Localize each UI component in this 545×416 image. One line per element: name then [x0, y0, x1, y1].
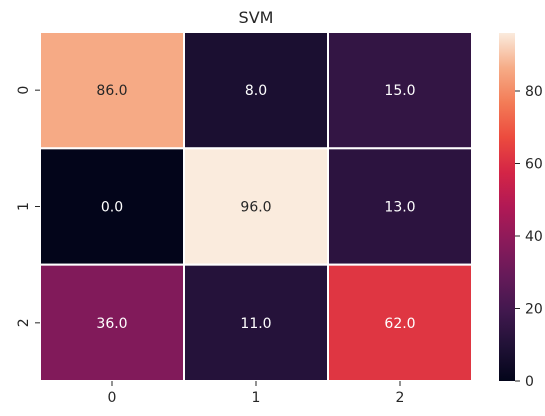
cell-value-label: 15.0	[384, 83, 415, 99]
colorbar-ticks: 0 20 40 60 80	[515, 84, 543, 390]
colorbar	[499, 33, 515, 381]
y-tick-label: 0	[16, 86, 32, 95]
cell-value-label: 96.0	[240, 200, 271, 216]
heatmap-cell	[327, 31, 473, 150]
x-tick-label: 1	[252, 390, 261, 406]
x-axis: 0 1 2	[108, 381, 405, 406]
cell-value-label: 8.0	[245, 83, 267, 99]
x-tick-label: 2	[396, 390, 405, 406]
colorbar-tick-label: 40	[525, 229, 543, 245]
colorbar-tick-label: 0	[525, 374, 534, 390]
heatmap-cell	[39, 31, 185, 150]
y-tick-label: 2	[16, 318, 32, 327]
cell-value-label: 62.0	[384, 316, 415, 332]
y-axis: 0 1 2	[16, 86, 40, 327]
chart-title: SVM	[239, 8, 274, 27]
cell-value-label: 86.0	[96, 83, 127, 99]
x-tick-label: 0	[108, 390, 117, 406]
cell-value-labels: 86.0 8.0 15.0 0.0 96.0 13.0 36.0 11.0 62.0	[96, 83, 415, 332]
colorbar-tick-label: 20	[525, 302, 543, 318]
heatmap-cell	[183, 263, 329, 382]
heatmap-cell	[183, 31, 329, 150]
heatmap-cells	[39, 31, 473, 382]
colorbar-tick-label: 80	[525, 84, 543, 100]
cell-value-label: 0.0	[101, 200, 123, 216]
heatmap-cell	[327, 147, 473, 266]
cell-value-label: 36.0	[96, 316, 127, 332]
heatmap-cell	[39, 147, 185, 266]
y-tick-label: 1	[16, 202, 32, 211]
colorbar-tick-label: 60	[525, 157, 543, 173]
cell-value-label: 13.0	[384, 200, 415, 216]
cell-value-label: 11.0	[240, 316, 271, 332]
